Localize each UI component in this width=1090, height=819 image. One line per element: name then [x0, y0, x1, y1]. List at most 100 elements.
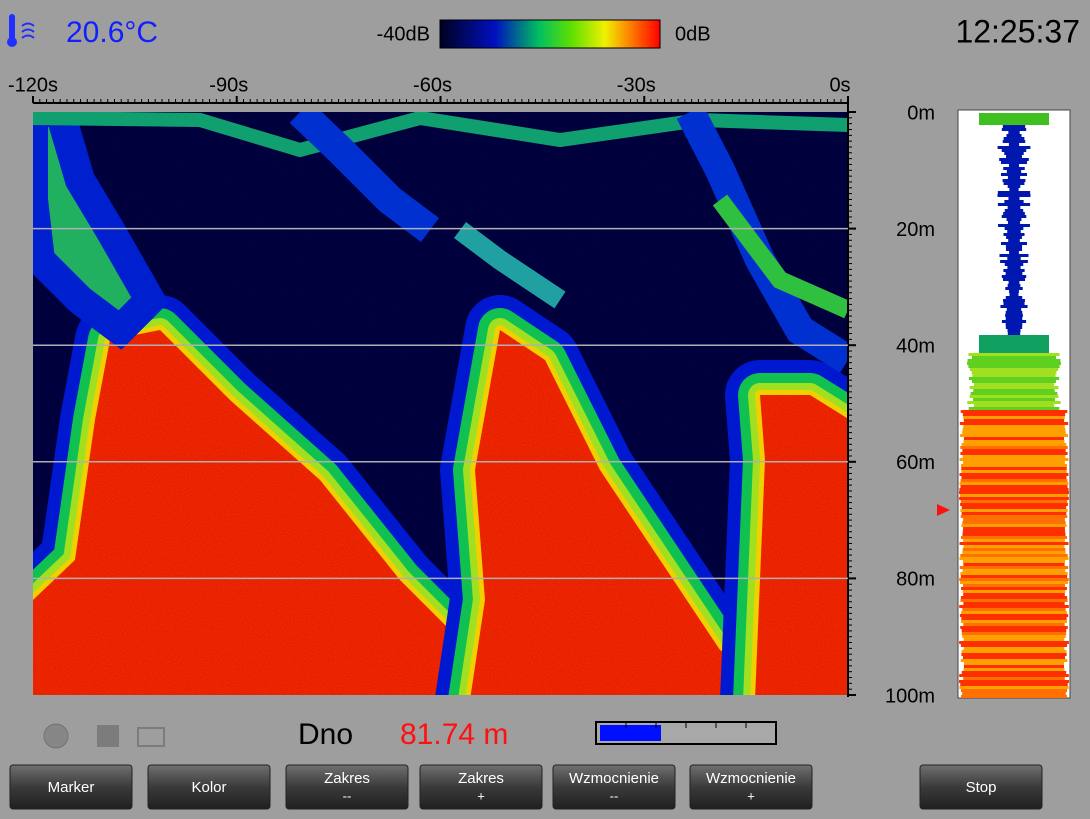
profile-bar: [1001, 242, 1027, 245]
button-label[interactable]: Zakres: [458, 770, 504, 787]
profile-bar: [959, 497, 1069, 500]
echo-strong: [755, 395, 850, 700]
profile-bar: [968, 359, 1061, 362]
profile-bar: [963, 590, 1066, 593]
profile-bar: [960, 458, 1069, 461]
profile-bar: [979, 122, 1049, 125]
profile-bar: [1007, 266, 1020, 269]
profile-bar: [1006, 317, 1023, 320]
depth-label: 0m: [907, 102, 935, 124]
profile-bar: [1004, 200, 1023, 203]
button[interactable]: Zakres+: [420, 765, 542, 809]
button-label[interactable]: Wzmocnienie: [706, 770, 796, 787]
profile-bar: [1008, 176, 1020, 179]
button[interactable]: Kolor: [148, 765, 270, 809]
profile-bar: [960, 509, 1067, 512]
button[interactable]: Wzmocnienie+: [690, 765, 812, 809]
profile-bar: [1008, 206, 1021, 209]
profile-bar: [979, 350, 1049, 353]
status-icons: [44, 724, 164, 748]
profile-bar: [1003, 179, 1026, 182]
profile-bar: [1006, 272, 1023, 275]
button[interactable]: Marker: [10, 765, 132, 809]
depth-marker: [937, 504, 950, 516]
profile-bar: [960, 572, 1067, 575]
profile-bar: [961, 500, 1068, 503]
profile-bar: [1006, 296, 1022, 299]
profile-bar: [1005, 314, 1023, 317]
button-label[interactable]: Stop: [966, 779, 997, 796]
button[interactable]: Wzmocnienie--: [553, 765, 675, 809]
thermometer-icon: [7, 14, 34, 47]
button-label[interactable]: Kolor: [191, 779, 226, 796]
profile-bar: [979, 344, 1049, 347]
readout-label: Dno: [298, 718, 353, 751]
profile-bar: [969, 407, 1060, 410]
profile-bar: [974, 383, 1054, 386]
profile-bar: [963, 548, 1066, 551]
profile-bar: [979, 119, 1049, 122]
profile-bar: [960, 452, 1067, 455]
button-sub[interactable]: --: [343, 788, 352, 803]
profile-bar: [967, 362, 1061, 365]
profile-bar: [1006, 134, 1021, 137]
button-label[interactable]: Marker: [48, 779, 95, 796]
profile-bar: [972, 374, 1055, 377]
profile-bar: [962, 506, 1066, 509]
button-label[interactable]: Zakres: [324, 770, 370, 787]
button-sub[interactable]: --: [610, 788, 619, 803]
profile-bar: [1000, 305, 1027, 308]
profile-bar: [998, 146, 1031, 149]
profile-bar: [999, 254, 1028, 257]
profile-bar: [1008, 239, 1020, 242]
profile-bar: [979, 116, 1049, 119]
profile-bar: [972, 356, 1056, 359]
profile-bar: [1007, 308, 1021, 311]
button-sub[interactable]: +: [747, 788, 755, 803]
profile-bar: [960, 554, 1067, 557]
profile-bar: [1004, 152, 1023, 155]
profile-bar: [979, 113, 1049, 116]
profile-bar: [963, 461, 1065, 464]
profile-bar: [1007, 257, 1020, 260]
profile-bar: [959, 578, 1068, 581]
profile-bar: [1009, 164, 1019, 167]
profile-bar: [961, 524, 1066, 527]
button-label[interactable]: Wzmocnienie: [569, 770, 659, 787]
profile-bar: [963, 602, 1064, 605]
sonar-screen: 20.6°C -40dB 0dB 12:25:37 0m20m40m60m80m…: [0, 0, 1090, 814]
profile-bar: [962, 521, 1065, 524]
profile-bar: [964, 665, 1064, 668]
profile-bar: [1006, 248, 1022, 251]
time-label: 0s: [829, 74, 850, 96]
profile-bar: [1003, 167, 1025, 170]
profile-bar: [960, 626, 1068, 629]
profile-bar: [962, 629, 1066, 632]
profile-bar: [960, 542, 1069, 545]
profile-bar: [1001, 173, 1027, 176]
profile-bar: [962, 533, 1065, 536]
profile-bar: [963, 416, 1065, 419]
profile-bar: [961, 575, 1067, 578]
profile-bar: [970, 386, 1059, 389]
profile-bar: [1006, 155, 1022, 158]
profile-bar: [1003, 125, 1025, 128]
profile-bar: [963, 539, 1065, 542]
profile-bar: [1003, 302, 1024, 305]
button[interactable]: Zakres--: [286, 765, 408, 809]
depth-label: 40m: [896, 335, 935, 357]
color-scale: [440, 20, 660, 48]
profile-bar: [961, 515, 1068, 518]
profile-bar: [1002, 128, 1026, 131]
profile-bar: [1004, 182, 1025, 185]
button[interactable]: Stop: [920, 765, 1042, 809]
temperature: 20.6°C: [66, 16, 158, 49]
profile-bar: [961, 467, 1066, 470]
button-sub[interactable]: +: [477, 788, 485, 803]
profile-bar: [960, 482, 1069, 485]
profile-bar: [962, 632, 1066, 635]
profile-bar: [963, 569, 1066, 572]
button-bar: MarkerKolorZakres--Zakres+Wzmocnienie--W…: [10, 765, 1042, 809]
clock: 12:25:37: [955, 13, 1080, 49]
profile-bar: [968, 365, 1059, 368]
